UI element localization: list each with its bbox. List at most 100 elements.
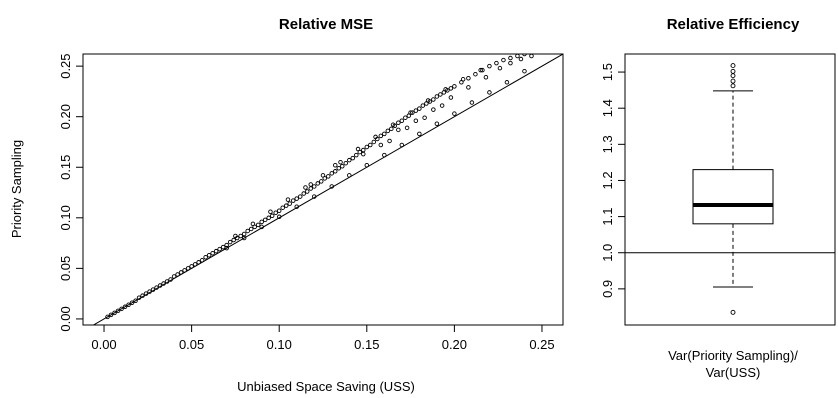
scatter-point bbox=[268, 209, 273, 214]
scatter-point bbox=[308, 186, 313, 191]
scatter-point bbox=[378, 142, 384, 148]
scatter-point bbox=[285, 197, 291, 202]
scatter-point bbox=[129, 300, 135, 306]
scatter-point bbox=[140, 293, 145, 298]
scatter-point bbox=[333, 162, 338, 168]
x-tick-label: 0.05 bbox=[179, 337, 204, 352]
scatter-point bbox=[304, 189, 310, 194]
scatter-point bbox=[154, 285, 159, 290]
boxplot-title: Relative Efficiency bbox=[667, 16, 800, 33]
scatter-point bbox=[466, 85, 471, 90]
scatter-point bbox=[460, 77, 466, 82]
scatter-point bbox=[259, 224, 264, 230]
scatter-point bbox=[164, 279, 170, 284]
scatter-point bbox=[378, 133, 384, 139]
scatter-point bbox=[266, 215, 271, 221]
scatter-point bbox=[336, 166, 342, 171]
x-tick-label: 0.25 bbox=[529, 337, 554, 352]
scatter-point bbox=[469, 100, 475, 105]
boxplot-y-axis: 0.9 1.0 1.1 1.2 1.3 1.4 1.5 bbox=[600, 63, 626, 298]
box-y-tick-label: 1.5 bbox=[600, 63, 615, 81]
scatter-point bbox=[443, 87, 448, 92]
scatter-point bbox=[276, 214, 282, 220]
scatter-point bbox=[355, 146, 361, 152]
scatter-point bbox=[340, 163, 345, 169]
scatter-point bbox=[311, 194, 317, 199]
scatter-point bbox=[389, 126, 394, 132]
scatter-point bbox=[213, 248, 219, 254]
scatter-point bbox=[417, 106, 422, 111]
scatter-point bbox=[126, 302, 131, 308]
scatter-point bbox=[343, 160, 349, 166]
scatter-point bbox=[203, 254, 208, 260]
scatter-point bbox=[333, 169, 338, 174]
scatter-point bbox=[150, 287, 156, 292]
scatter-point bbox=[182, 268, 187, 273]
scatter-point bbox=[361, 151, 366, 157]
box-y-tick-label: 0.9 bbox=[600, 280, 615, 298]
scatter-point bbox=[515, 54, 520, 59]
scatter-point bbox=[508, 55, 513, 61]
scatter-point bbox=[347, 157, 352, 163]
scatter-y-axis: 0.00 0.05 0.10 0.15 0.20 0.25 bbox=[58, 53, 83, 332]
scatter-point bbox=[136, 295, 142, 300]
scatter-point bbox=[178, 270, 184, 275]
scatter-point bbox=[338, 159, 343, 165]
scatter-point bbox=[504, 80, 510, 85]
scatter-point bbox=[396, 120, 401, 126]
scatter-point bbox=[157, 283, 163, 288]
scatter-point bbox=[119, 306, 124, 312]
box-y-tick-label: 1.1 bbox=[600, 208, 615, 226]
y-tick-label: 0.20 bbox=[58, 104, 73, 129]
scatter-point bbox=[294, 204, 299, 209]
scatter-point bbox=[196, 260, 201, 265]
scatter-point bbox=[329, 171, 335, 176]
scatter-point bbox=[354, 152, 359, 158]
scatter-point bbox=[422, 115, 427, 120]
scatter-point bbox=[371, 139, 377, 145]
scatter-point bbox=[329, 184, 335, 189]
scatter-point bbox=[448, 86, 454, 91]
scatter-plot-box bbox=[82, 53, 564, 326]
scatter-point bbox=[175, 272, 180, 277]
scatter-point bbox=[297, 194, 303, 199]
scatter-point bbox=[408, 110, 413, 115]
scatter-point bbox=[224, 242, 229, 248]
scatter-point bbox=[238, 233, 243, 239]
scatter-point bbox=[466, 76, 471, 81]
box-y-tick-label: 1.3 bbox=[600, 135, 615, 153]
outlier-point bbox=[730, 83, 736, 89]
scatter-point bbox=[311, 184, 317, 189]
box-y-tick-label: 1.0 bbox=[600, 244, 615, 262]
scatter-point bbox=[248, 226, 254, 232]
scatter-point bbox=[434, 94, 440, 99]
iqr-box bbox=[692, 169, 774, 225]
scatter-point bbox=[497, 65, 503, 71]
scatter-point bbox=[206, 252, 212, 258]
scatter-point bbox=[161, 281, 166, 286]
scatter-point bbox=[368, 142, 373, 148]
scatter-point bbox=[385, 128, 391, 134]
x-tick-label: 0.15 bbox=[354, 337, 379, 352]
scatter-point bbox=[220, 244, 226, 250]
scatter-point bbox=[364, 144, 370, 150]
scatter-point bbox=[431, 97, 436, 102]
scatter-point bbox=[280, 205, 285, 210]
box-x-label-line: Var(Priority Sampling)/ bbox=[668, 348, 798, 363]
scatter-point bbox=[518, 56, 524, 62]
scatter-point bbox=[112, 310, 117, 316]
scatter-point bbox=[452, 111, 457, 116]
scatter-point bbox=[487, 90, 492, 95]
scatter-point bbox=[373, 134, 378, 140]
scatter-point bbox=[522, 68, 527, 74]
scatter-point bbox=[478, 67, 483, 73]
scatter-point bbox=[413, 118, 419, 123]
scatter-point bbox=[361, 147, 366, 153]
y-tick-label: 0.15 bbox=[58, 155, 73, 180]
scatter-point bbox=[473, 71, 478, 77]
scatter-point bbox=[399, 118, 405, 123]
scatter-point bbox=[319, 179, 324, 184]
scatter-point bbox=[522, 54, 527, 57]
scatter-point bbox=[273, 210, 278, 216]
